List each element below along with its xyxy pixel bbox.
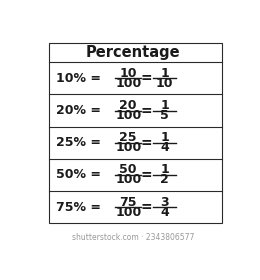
Text: 50: 50 (119, 164, 137, 176)
Text: 20: 20 (119, 99, 137, 112)
Text: 75% =: 75% = (56, 201, 101, 214)
Text: =: = (141, 136, 152, 150)
Text: 50% =: 50% = (56, 169, 101, 181)
Text: =: = (141, 71, 152, 85)
Text: shutterstock.com · 2343806577: shutterstock.com · 2343806577 (72, 233, 194, 242)
Text: =: = (141, 168, 152, 182)
Text: 4: 4 (160, 141, 169, 154)
Text: 3: 3 (160, 196, 169, 209)
Text: 20% =: 20% = (56, 104, 101, 117)
Text: 25: 25 (119, 131, 137, 144)
Text: 2: 2 (160, 174, 169, 186)
Text: 100: 100 (115, 141, 141, 154)
Text: 75: 75 (119, 196, 137, 209)
Text: 5: 5 (160, 109, 169, 122)
Text: =: = (141, 200, 152, 214)
Text: 100: 100 (115, 77, 141, 90)
Text: 100: 100 (115, 206, 141, 219)
Text: Percentage: Percentage (86, 45, 180, 60)
Text: 1: 1 (160, 67, 169, 80)
Text: 10: 10 (156, 77, 173, 90)
Text: 1: 1 (160, 131, 169, 144)
Bar (49, 43, 222, 223)
Text: 1: 1 (160, 99, 169, 112)
Text: 10: 10 (119, 67, 137, 80)
Text: 4: 4 (160, 206, 169, 219)
Text: 100: 100 (115, 174, 141, 186)
Text: 10% =: 10% = (56, 72, 101, 85)
Text: 25% =: 25% = (56, 136, 101, 149)
Text: 100: 100 (115, 109, 141, 122)
Text: =: = (141, 104, 152, 118)
Text: 1: 1 (160, 164, 169, 176)
